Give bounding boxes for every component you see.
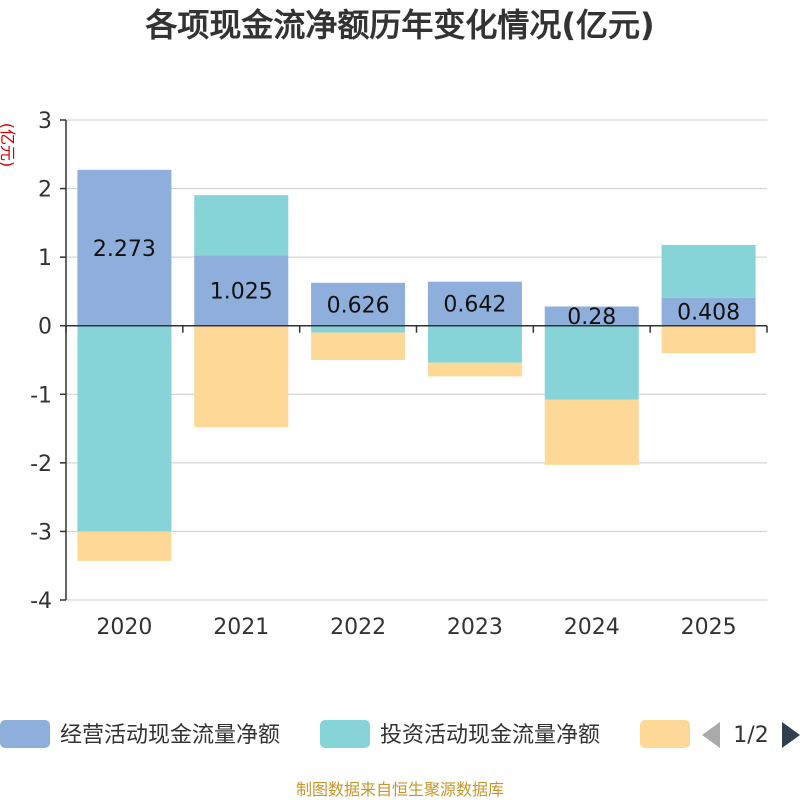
bar[interactable]: [661, 297, 756, 326]
axes: 3 2 1 0 -1 -2 -3 -4 2020 2021 2022 2023 2024 2025: [30, 109, 768, 640]
bar[interactable]: [311, 332, 406, 360]
bar[interactable]: [427, 325, 522, 363]
y-tick-label: 3: [38, 109, 52, 134]
bar[interactable]: [194, 325, 289, 428]
legend-swatch[interactable]: [640, 720, 690, 748]
x-tick-label: 2021: [213, 615, 269, 640]
y-tick-label: -1: [30, 383, 52, 408]
bar[interactable]: [194, 195, 289, 256]
x-tick-label: 2022: [330, 615, 386, 640]
legend-prev-icon[interactable]: [702, 722, 720, 748]
y-tick-label: -3: [30, 520, 52, 545]
bar[interactable]: [427, 362, 522, 377]
y-tick-label: 2: [38, 178, 52, 203]
x-tick-label: 2023: [447, 615, 503, 640]
bar[interactable]: [77, 531, 172, 561]
legend-label[interactable]: 经营活动现金流量净额: [60, 723, 280, 748]
bar[interactable]: [544, 306, 639, 326]
chart-title: 各项现金流净额历年变化情况(亿元): [145, 6, 654, 44]
bar[interactable]: [194, 255, 289, 326]
bar[interactable]: [427, 281, 522, 326]
bar[interactable]: [661, 325, 756, 354]
legend-label[interactable]: 投资活动现金流量净额: [380, 723, 600, 748]
x-tick-label: 2020: [96, 615, 152, 640]
x-tick-label: 2024: [564, 615, 620, 640]
y-tick-label: 1: [38, 246, 52, 271]
y-tick-label: -4: [30, 589, 52, 614]
bar[interactable]: [544, 399, 639, 465]
legend-page-indicator: 1/2: [733, 723, 768, 748]
y-axis-label: (亿元): [0, 123, 17, 168]
bar-value-label: 1.025: [210, 280, 273, 305]
bars: [77, 169, 756, 561]
data-labels: 2.273 1.025 0.626 0.642 0.28 0.408: [93, 237, 740, 330]
bar[interactable]: [661, 244, 756, 298]
bar-value-label: 0.626: [327, 293, 390, 318]
y-tick-label: 0: [38, 315, 52, 340]
legend-swatch[interactable]: [0, 720, 50, 748]
legend-swatch[interactable]: [320, 720, 370, 748]
legend: 经营活动现金流量净额 投资活动现金流量净额 1/2: [0, 720, 800, 748]
bar[interactable]: [311, 325, 406, 333]
bar[interactable]: [544, 325, 639, 400]
y-tick-label: -2: [30, 452, 52, 477]
bar-value-label: 0.28: [567, 305, 616, 330]
bar-value-label: 2.273: [93, 237, 156, 262]
source-note: 制图数据来自恒生聚源数据库: [296, 780, 504, 799]
bar-value-label: 0.408: [677, 301, 740, 326]
bar[interactable]: [311, 282, 406, 326]
bar[interactable]: [77, 325, 172, 532]
bar-value-label: 0.642: [443, 293, 506, 318]
bar[interactable]: [77, 169, 172, 326]
legend-next-icon[interactable]: [782, 722, 800, 748]
x-tick-label: 2025: [681, 615, 737, 640]
